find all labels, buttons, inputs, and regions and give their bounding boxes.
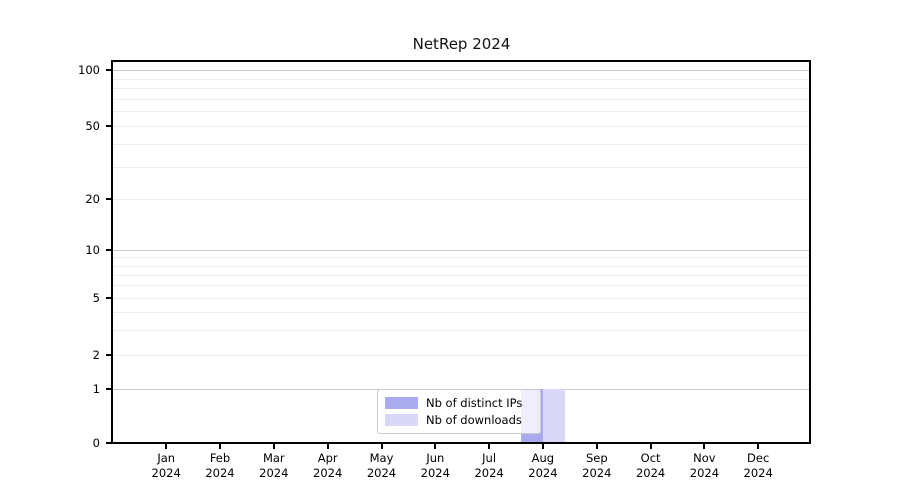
x-tick-label: May 2024 bbox=[352, 451, 412, 481]
x-tick-label: Apr 2024 bbox=[298, 451, 358, 481]
x-tick-mark bbox=[219, 444, 221, 449]
x-tick-year: 2024 bbox=[259, 466, 289, 480]
x-tick-mark bbox=[757, 444, 760, 449]
x-tick-mark bbox=[649, 444, 652, 449]
chart-title: NetRep 2024 bbox=[412, 35, 511, 53]
x-tick-label: Oct 2024 bbox=[621, 451, 681, 481]
x-tick-mark bbox=[595, 444, 598, 449]
y-tick-label: 100 bbox=[78, 63, 100, 77]
x-tick-year: 2024 bbox=[582, 466, 612, 480]
legend: Nb of distinct IPs Nb of downloads bbox=[377, 389, 541, 434]
x-tick-label: Jul 2024 bbox=[459, 451, 519, 481]
x-tick-month: Nov bbox=[693, 451, 716, 465]
x-tick-label: Aug 2024 bbox=[513, 451, 573, 481]
y-tick-label: 10 bbox=[85, 243, 100, 257]
x-tick-year: 2024 bbox=[420, 466, 450, 480]
y-tick-label: 2 bbox=[92, 348, 100, 362]
plot-border bbox=[111, 60, 811, 444]
x-tick-mark bbox=[272, 444, 275, 449]
x-tick-mark bbox=[165, 444, 168, 449]
x-tick-label: Mar 2024 bbox=[244, 451, 304, 481]
y-tick-label: 5 bbox=[92, 291, 100, 305]
x-tick-year: 2024 bbox=[151, 466, 181, 480]
x-tick-label: Feb 2024 bbox=[190, 451, 250, 481]
x-tick-month: May bbox=[369, 451, 394, 465]
x-tick-year: 2024 bbox=[528, 466, 558, 480]
x-tick-mark bbox=[541, 444, 544, 449]
x-tick-mark bbox=[703, 444, 706, 449]
legend-swatch-distinct-ips bbox=[385, 396, 418, 409]
x-tick-year: 2024 bbox=[366, 466, 397, 480]
legend-row: Nb of distinct IPs bbox=[385, 396, 533, 410]
x-tick-month: Dec bbox=[747, 451, 770, 465]
x-tick-label: Dec 2024 bbox=[728, 451, 788, 481]
x-tick-month: Mar bbox=[262, 451, 285, 465]
legend-label: Nb of distinct IPs bbox=[426, 395, 523, 410]
x-tick-year: 2024 bbox=[743, 466, 773, 480]
x-tick-year: 2024 bbox=[474, 466, 504, 480]
x-tick-year: 2024 bbox=[689, 466, 720, 480]
x-tick-month: Jul bbox=[482, 451, 497, 465]
y-tick-label: 1 bbox=[92, 382, 100, 396]
x-tick-label: Jan 2024 bbox=[136, 451, 196, 481]
x-tick-month: Feb bbox=[209, 451, 231, 465]
y-tick-label: 50 bbox=[85, 119, 100, 133]
x-tick-month: Apr bbox=[317, 451, 338, 465]
x-tick-year: 2024 bbox=[205, 466, 235, 480]
legend-row: Nb of downloads bbox=[385, 413, 533, 427]
x-tick-label: Jun 2024 bbox=[405, 451, 465, 481]
x-tick-month: Oct bbox=[640, 451, 661, 465]
x-tick-month: Jan bbox=[157, 451, 176, 465]
x-tick-year: 2024 bbox=[635, 466, 666, 480]
y-tick-label: 20 bbox=[85, 192, 100, 206]
x-tick-mark bbox=[326, 444, 329, 449]
y-tick-label: 0 bbox=[92, 436, 100, 450]
x-tick-mark bbox=[380, 444, 383, 449]
x-tick-month: Jun bbox=[426, 451, 445, 465]
legend-label: Nb of downloads bbox=[426, 413, 522, 428]
x-tick-month: Sep bbox=[585, 451, 608, 465]
legend-swatch-downloads bbox=[385, 414, 418, 427]
x-tick-label: Nov 2024 bbox=[674, 451, 734, 481]
x-tick-mark bbox=[488, 444, 491, 449]
x-tick-label: Sep 2024 bbox=[567, 451, 627, 481]
x-tick-month: Aug bbox=[531, 451, 555, 465]
x-tick-year: 2024 bbox=[313, 466, 343, 480]
x-tick-mark bbox=[434, 444, 437, 449]
